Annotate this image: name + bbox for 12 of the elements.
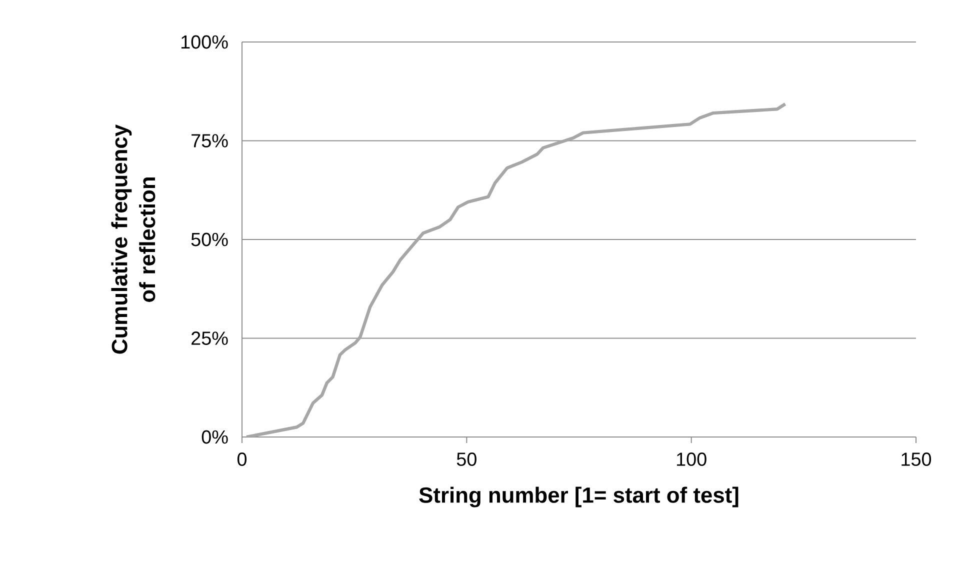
y-tick-label: 0% <box>202 430 228 444</box>
x-tick-label: 50 <box>456 452 476 466</box>
x-tick-label: 0 <box>237 452 247 466</box>
y-tick-label: 100% <box>182 35 228 49</box>
line-series <box>244 102 787 437</box>
x-axis-title: String number [1= start of test] <box>419 486 738 508</box>
y-tick-label: 50% <box>191 232 228 246</box>
x-tick-label: 150 <box>902 452 932 466</box>
y-axis-title: Cumulative frequency of reflection <box>111 124 156 354</box>
y-tick-label: 75% <box>192 134 228 148</box>
y-tick-label: 25% <box>192 332 228 345</box>
x-tick-label: 100 <box>676 452 706 466</box>
